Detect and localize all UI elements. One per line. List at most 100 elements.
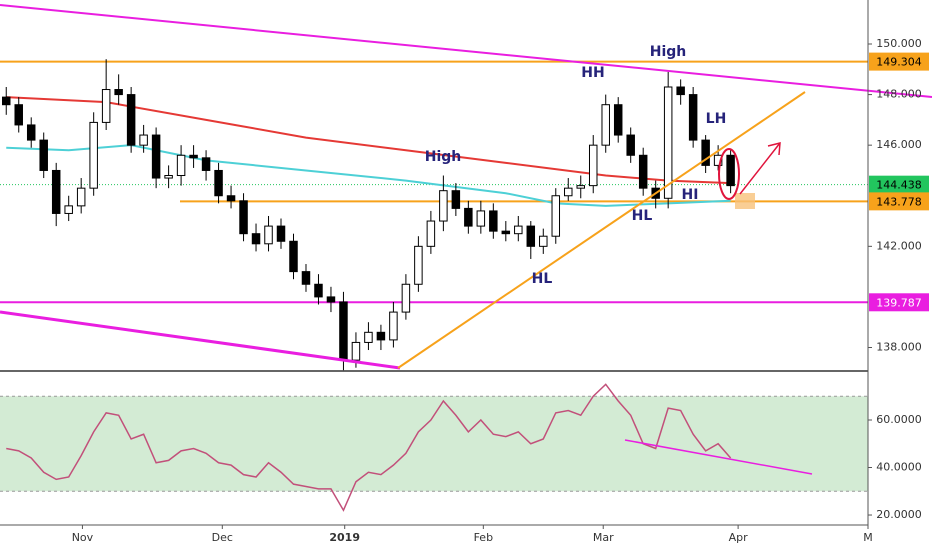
candle-body — [201, 157, 211, 171]
zone-box — [735, 193, 755, 209]
candle-body — [638, 154, 648, 189]
price-label-box — [869, 175, 929, 194]
moving-average — [6, 144, 731, 207]
candle-body — [39, 139, 48, 171]
candle-body — [151, 134, 161, 179]
candle-body — [101, 89, 111, 123]
price-label: 144.438 — [876, 179, 922, 192]
candle-body — [351, 341, 361, 361]
candle-body — [126, 94, 136, 146]
price-label-box — [869, 192, 929, 211]
y-tick-label: 60.0000 — [876, 413, 922, 426]
candle-body — [26, 124, 36, 141]
candle-body — [114, 89, 123, 96]
candle-body — [476, 210, 486, 227]
candle-body — [76, 187, 86, 207]
x-tick-label: Mar — [593, 531, 614, 544]
y-tick-label: 142.000 — [876, 239, 922, 252]
candle-body — [214, 169, 223, 197]
candle-body — [164, 175, 173, 179]
price-label-box — [869, 293, 929, 312]
x-tick-label: Dec — [212, 531, 233, 544]
annotation: LH — [706, 111, 727, 127]
y-tick-label: 40.0000 — [876, 461, 922, 474]
candle-body — [451, 190, 461, 209]
candle-body — [251, 233, 261, 245]
candle-body — [376, 331, 386, 341]
candle-body — [401, 283, 411, 313]
candle-body — [89, 121, 98, 189]
candle-body — [176, 154, 186, 177]
axis-labels: 149.304 144.438 143.778 139.787 138.000 142.0… — [72, 37, 929, 544]
candle-body — [688, 94, 698, 141]
annotation: HL — [632, 208, 653, 224]
candle-body — [51, 169, 61, 214]
candle-body — [564, 187, 573, 197]
candle-body — [613, 104, 623, 136]
candle-body — [1, 96, 11, 106]
candle-body — [339, 301, 348, 361]
price-label-box — [869, 52, 929, 71]
x-tick-label: Nov — [72, 531, 94, 544]
highlight — [718, 148, 740, 200]
candle-body — [514, 225, 523, 235]
candle-body — [551, 195, 561, 237]
annotation: High — [425, 149, 462, 165]
candle-body — [364, 331, 373, 343]
y-tick-label: 148.000 — [876, 88, 922, 101]
drawings — [0, 0, 932, 526]
candle-body — [676, 86, 685, 96]
y-tick-label: 150.000 — [876, 37, 922, 50]
x-tick-label: Apr — [729, 531, 749, 544]
annotation: HL — [532, 271, 553, 287]
annotation: High — [650, 44, 687, 60]
annotation: HH — [581, 65, 604, 81]
rsi-line — [6, 383, 732, 512]
candle-body — [626, 134, 635, 156]
candle-body — [239, 200, 248, 235]
trend-line — [0, 310, 401, 370]
candle-body — [588, 144, 598, 187]
candle-body — [139, 134, 148, 146]
candle-body — [439, 190, 448, 222]
candle-body — [489, 210, 498, 232]
candle-body — [576, 185, 585, 189]
rsi-pane — [0, 383, 868, 512]
candle-body — [314, 283, 323, 298]
candle-body — [14, 104, 23, 126]
candle-body — [64, 205, 73, 214]
candle-body — [601, 104, 610, 146]
candle-body — [264, 225, 273, 245]
candle-body — [426, 220, 436, 247]
price-label: 143.778 — [876, 195, 922, 208]
x-tick-label: Feb — [474, 531, 493, 544]
price-label: 149.304 — [876, 56, 922, 69]
arrow-head — [767, 142, 781, 156]
candle-body — [501, 230, 511, 235]
arrow — [739, 142, 781, 195]
candle-body — [726, 154, 735, 187]
candle-body — [526, 225, 536, 247]
trend-line — [0, 4, 932, 98]
rsi-band — [0, 396, 868, 492]
y-tick-label: 20.0000 — [876, 508, 922, 521]
candle-body — [701, 139, 710, 166]
candle-body — [389, 311, 398, 341]
candle-body — [189, 154, 198, 159]
candle-body — [713, 154, 723, 166]
candle-body — [663, 86, 673, 199]
candle-body — [289, 240, 298, 273]
trend-line — [397, 91, 806, 369]
candle-body — [326, 296, 336, 303]
candle-body — [464, 207, 473, 227]
price-label: 139.787 — [876, 296, 922, 309]
y-tick-label: 146.000 — [876, 138, 922, 151]
candle-body — [276, 225, 286, 242]
x-tick-label: M — [863, 531, 873, 544]
candle-body — [539, 235, 548, 247]
candle-body — [226, 195, 236, 202]
annotation: HI — [682, 187, 699, 203]
candle-body — [414, 245, 423, 285]
